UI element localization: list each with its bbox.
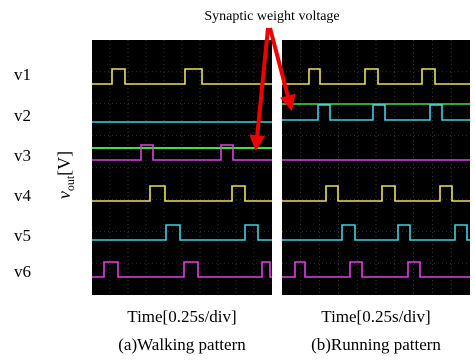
y-label-unit: [V] <box>54 151 74 176</box>
figure: Synaptic weight voltage v1 v2 v3 v4 v5 v… <box>0 0 475 360</box>
x-axis-label: Time[0.25s/div] <box>321 307 430 326</box>
row-label: v1 <box>14 65 31 84</box>
row-label: v4 <box>14 186 32 205</box>
annotation: Synaptic weight voltage <box>204 9 339 24</box>
y-label-sub: out <box>63 175 77 191</box>
row-label: v6 <box>14 262 31 281</box>
row-label: v5 <box>14 226 31 245</box>
row-label: v3 <box>14 146 31 165</box>
caption: (b)Running pattern <box>311 335 441 354</box>
y-axis-label: vout[V] <box>54 151 77 199</box>
y-label-main: v <box>54 191 74 199</box>
x-axis-label: Time[0.25s/div] <box>127 307 236 326</box>
caption: (a)Walking pattern <box>118 335 246 354</box>
row-label: v2 <box>14 106 31 125</box>
